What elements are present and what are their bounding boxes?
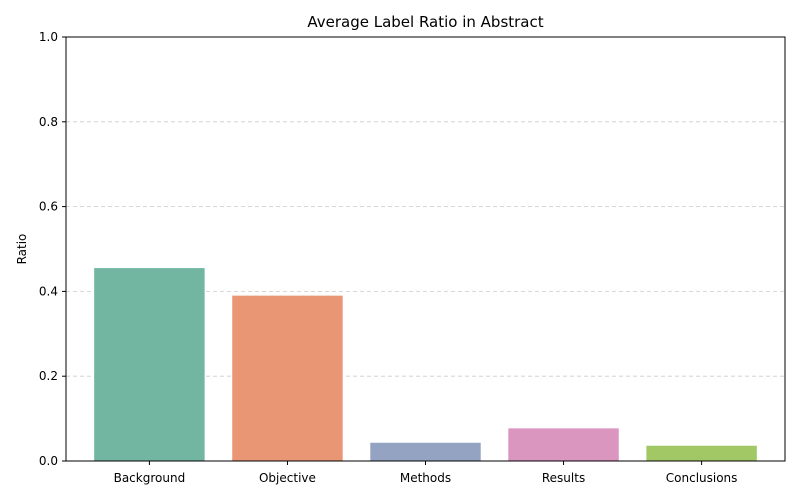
- bar-methods: [370, 442, 481, 461]
- y-tick-label: 0.8: [39, 115, 58, 129]
- y-tick-label: 0.4: [39, 284, 58, 298]
- y-tick-label: 0.6: [39, 200, 58, 214]
- y-axis-title: Ratio: [15, 234, 29, 265]
- x-tick-label: Background: [114, 471, 186, 485]
- y-tick-label: 0.0: [39, 454, 58, 468]
- x-axis-ticks: Background Objective Methods Results Conclus…: [114, 461, 738, 485]
- x-tick-label: Methods: [400, 471, 451, 485]
- x-tick-label: Conclusions: [666, 471, 738, 485]
- bar-objective: [232, 295, 343, 461]
- bar-background: [94, 268, 205, 461]
- x-tick-label: Results: [542, 471, 585, 485]
- y-tick-label: 1.0: [39, 30, 58, 44]
- x-tick-label: Objective: [259, 471, 316, 485]
- bars: [94, 268, 757, 461]
- bar-results: [508, 428, 619, 461]
- bar-conclusions: [646, 445, 757, 461]
- y-tick-label: 0.2: [39, 369, 58, 383]
- chart-title: Average Label Ratio in Abstract: [307, 13, 543, 31]
- y-axis-ticks: 0.0 0.2 0.4 0.6 0.8 1.0: [39, 30, 66, 468]
